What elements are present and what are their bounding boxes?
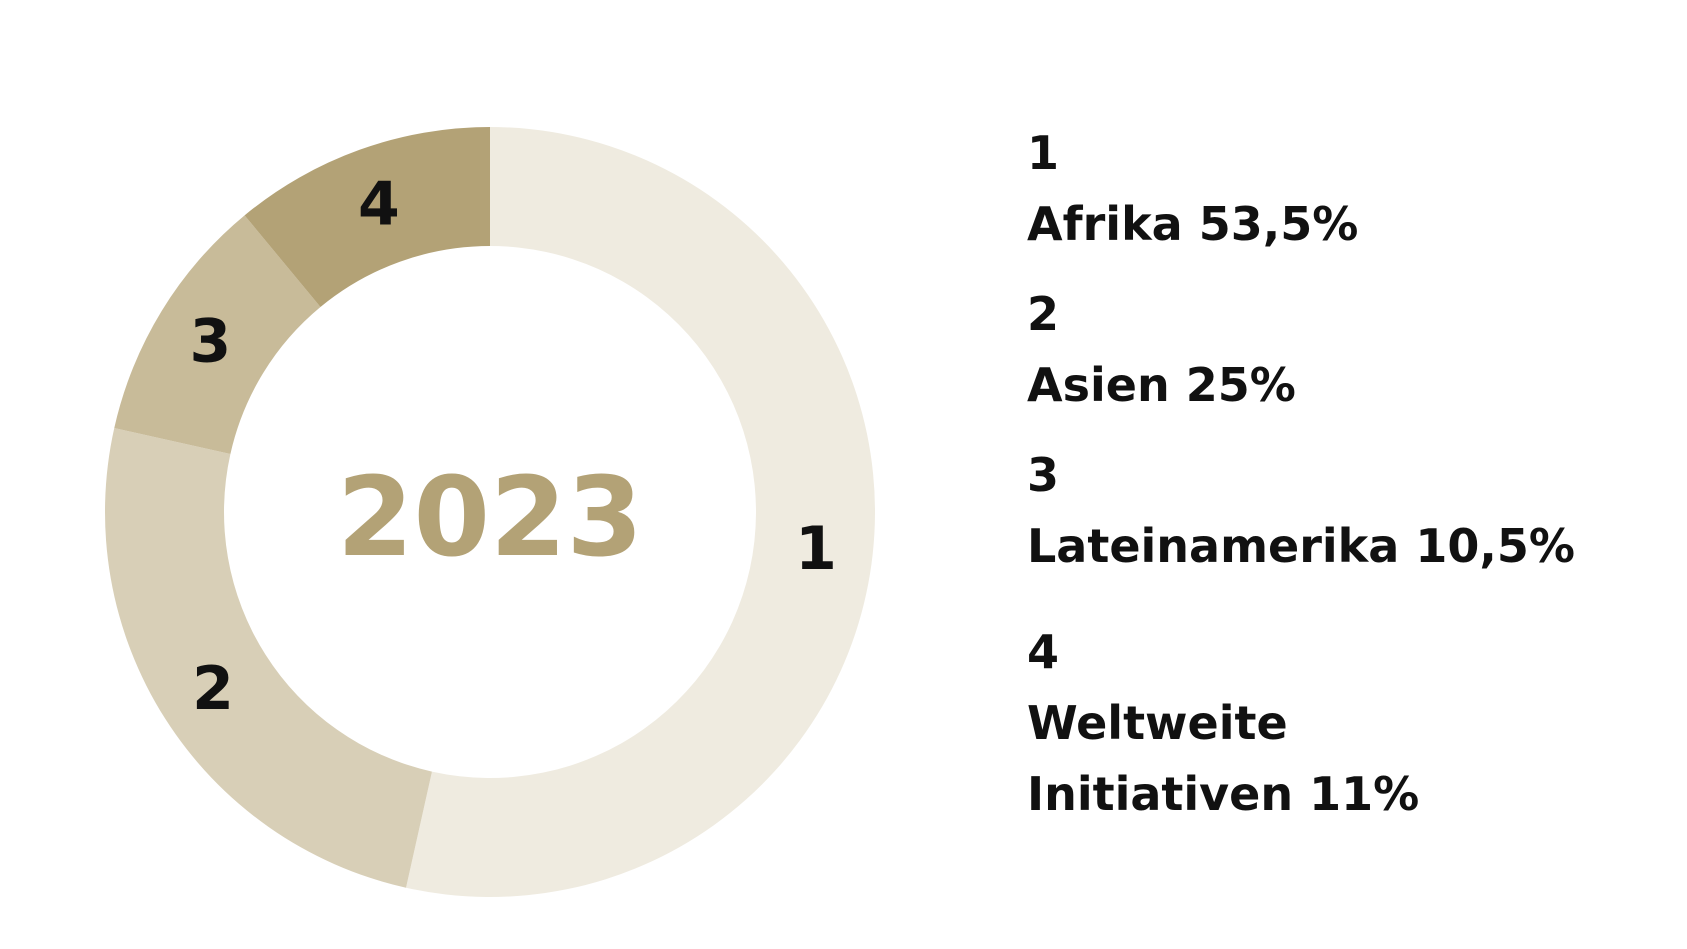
legend-number: 1 <box>1027 126 1060 180</box>
legend-text: Weltweite Initiativen 11% <box>1027 696 1420 821</box>
legend-number: 2 <box>1027 287 1060 341</box>
legend-text: Asien 25% <box>1027 358 1296 412</box>
legend: 1 Afrika 53,5% 2 Asien 25% 3 Lateinameri… <box>1027 118 1647 849</box>
slice-label-2: 2 <box>192 654 234 724</box>
slice-label-1: 1 <box>795 514 837 584</box>
donut-chart: 1 2 3 4 2023 <box>104 127 875 898</box>
donut-slices <box>104 127 875 898</box>
slice-label-3: 3 <box>189 307 231 377</box>
donut-slice-1 <box>406 127 875 898</box>
donut-slice-4 <box>244 127 490 308</box>
slice-label-4: 4 <box>358 169 400 239</box>
legend-item-3: 3 Lateinamerika 10,5% <box>1027 440 1647 582</box>
legend-number: 3 <box>1027 448 1060 502</box>
donut-slice-2 <box>104 428 432 888</box>
legend-item-2: 2 Asien 25% <box>1027 279 1647 421</box>
legend-number: 4 <box>1027 625 1060 679</box>
legend-text: Lateinamerika 10,5% <box>1027 519 1575 573</box>
donut-slice-3 <box>114 215 321 454</box>
legend-item-1: 1 Afrika 53,5% <box>1027 118 1647 260</box>
slice-number-labels: 1 2 3 4 <box>189 169 836 723</box>
legend-item-4: 4 Weltweite Initiativen 11% <box>1027 617 1647 830</box>
center-year-label: 2023 <box>337 453 643 581</box>
legend-text: Afrika 53,5% <box>1027 197 1359 251</box>
